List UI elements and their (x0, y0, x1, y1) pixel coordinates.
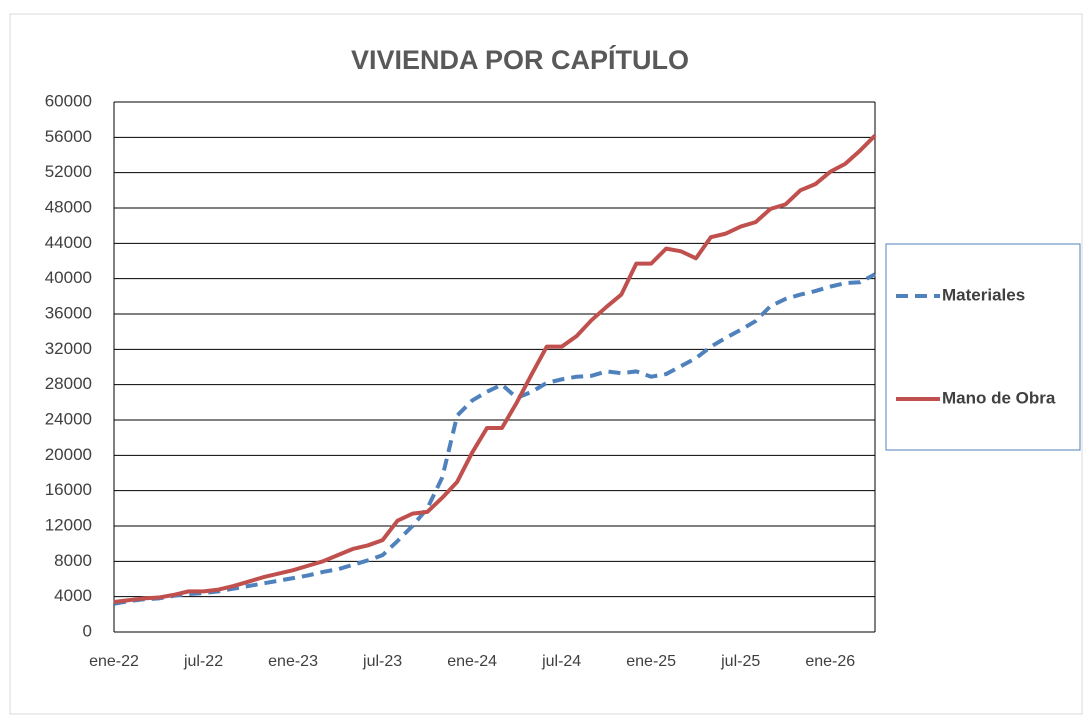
x-tick-label: ene-23 (268, 653, 318, 670)
y-tick-label: 0 (83, 621, 92, 640)
x-tick-label: ene-22 (89, 653, 139, 670)
x-tick-label: ene-25 (626, 653, 676, 670)
x-tick-label: jul-24 (541, 653, 581, 670)
y-tick-label: 44000 (45, 233, 92, 252)
y-tick-label: 8000 (54, 551, 92, 570)
y-tick-label: 28000 (45, 374, 92, 393)
series-line (113, 134, 877, 604)
y-tick-label: 16000 (45, 480, 92, 499)
y-tick-label: 4000 (54, 586, 92, 605)
y-tick-label: 12000 (45, 515, 92, 534)
x-tick-label: ene-24 (447, 653, 497, 670)
y-tick-label: 32000 (45, 339, 92, 358)
y-tick-label: 40000 (45, 268, 92, 287)
x-tick-label: jul-25 (720, 653, 760, 670)
series-line (113, 272, 876, 606)
y-tick-label: 48000 (45, 197, 92, 216)
x-tick-label: jul-22 (183, 653, 223, 670)
y-tick-label: 36000 (45, 303, 92, 322)
x-tick-label: jul-23 (362, 653, 402, 670)
y-tick-label: 20000 (45, 445, 92, 464)
y-tick-label: 24000 (45, 409, 92, 428)
y-tick-label: 56000 (45, 127, 92, 146)
x-tick-label: ene-26 (805, 653, 855, 670)
legend-label: Mano de Obra (942, 388, 1056, 407)
y-tick-label: 60000 (45, 91, 92, 110)
chart-title: VIVIENDA POR CAPÍTULO (351, 44, 689, 75)
legend-box (885, 243, 1081, 451)
legend-label: Materiales (942, 285, 1025, 304)
y-tick-label: 52000 (45, 162, 92, 181)
